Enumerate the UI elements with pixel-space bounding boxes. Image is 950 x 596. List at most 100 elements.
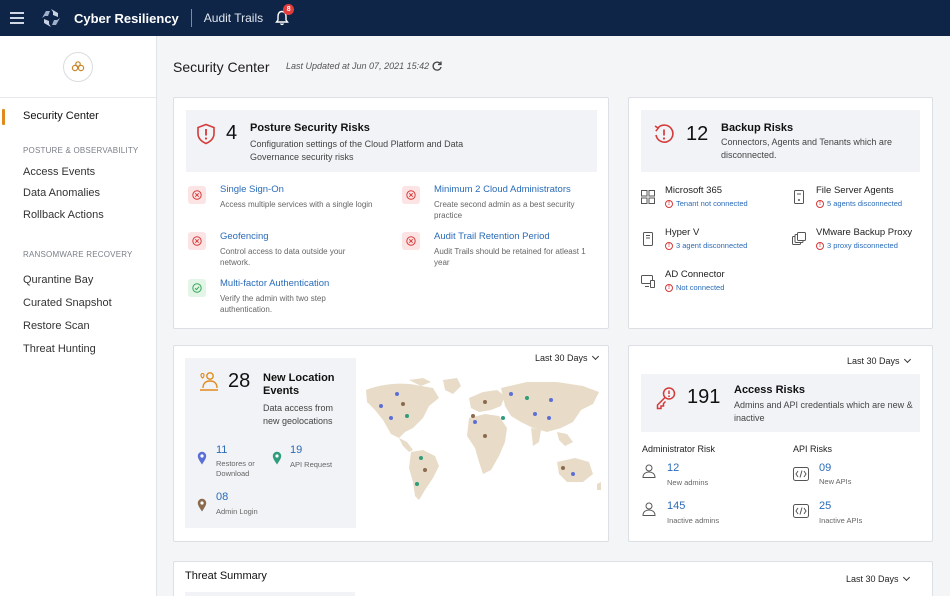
header-divider (190, 9, 192, 27)
posture-desc: Configuration settings of the Cloud Plat… (250, 139, 464, 162)
location-events-card: Last 30 Days 28 New Location Events Data… (173, 345, 609, 542)
new-apis-label: New APIs (819, 477, 852, 486)
inactive-apis-label: Inactive APIs (819, 516, 863, 525)
risk-min-admins-desc: Create second admin as a best security p… (434, 200, 575, 220)
risk-geofencing-desc: Control access to data outside your netw… (220, 247, 346, 267)
backup-title: Backup Risks (721, 122, 794, 134)
risk-retention-link[interactable]: Audit Trail Retention Period (434, 231, 550, 242)
backup-item-name: Hyper V (665, 227, 700, 238)
posture-title: Posture Security Risks (250, 122, 370, 134)
notification-bell[interactable]: 8 (275, 4, 295, 26)
access-range-dropdown[interactable]: Last 30 Days (847, 355, 911, 366)
sidebar-item-curated-snapshot[interactable]: Curated Snapshot (23, 297, 112, 309)
location-desc: Data access from new geolocations (263, 403, 334, 426)
range-label: Last 30 Days (847, 356, 900, 366)
backup-item-status[interactable]: ! 3 proxy disconnected (816, 241, 898, 250)
api-code-icon (793, 467, 809, 481)
access-count: 191 (687, 386, 721, 408)
new-admins-value[interactable]: 12 (667, 462, 680, 474)
refresh-icon[interactable] (431, 60, 443, 72)
status-text: Tenant not connected (676, 199, 748, 208)
threat-summary-panel (185, 592, 355, 596)
backup-item-status[interactable]: ! 3 agent disconnected (665, 241, 747, 250)
server-icon (794, 190, 804, 204)
threat-range-dropdown[interactable]: Last 30 Days (846, 573, 910, 584)
api-code-icon (793, 504, 809, 518)
sidebar-item-label: Security Center (23, 110, 99, 122)
active-indicator (2, 109, 5, 125)
brand-name[interactable]: Cyber Resiliency (74, 10, 179, 26)
fail-status-icon (402, 232, 420, 250)
admin-risk-heading: Administrator Risk (642, 444, 716, 454)
backup-item-status[interactable]: ! Tenant not connected (665, 199, 748, 208)
backup-item-status[interactable]: ! 5 agents disconnected (816, 199, 902, 208)
backup-item-status[interactable]: ! Not connected (665, 283, 724, 292)
backup-item-name: AD Connector (665, 269, 725, 280)
backup-desc: Connectors, Agents and Tenants which are… (721, 137, 892, 160)
risk-sso-link[interactable]: Single Sign-On (220, 184, 284, 195)
warning-icon: ! (816, 241, 824, 250)
map-pin-icon (272, 451, 282, 465)
range-label: Last 30 Days (846, 574, 899, 584)
backup-alert-icon (654, 124, 674, 143)
inactive-admins-label: Inactive admins (667, 516, 720, 525)
avatar[interactable] (63, 51, 93, 82)
chevron-down-icon (903, 355, 911, 364)
posture-risks-card: 4 Posture Security Risks Configuration s… (173, 97, 609, 329)
menu-icon[interactable] (10, 12, 24, 24)
chevron-down-icon (902, 573, 910, 582)
sidebar-item-security-center[interactable]: Security Center (0, 108, 157, 126)
sidebar-group-posture: POSTURE & OBSERVABILITY (23, 146, 139, 155)
key-alert-icon (656, 387, 676, 410)
sidebar-item-threat-hunting[interactable]: Threat Hunting (23, 343, 96, 355)
location-count: 28 (228, 370, 251, 392)
stat-admin-value[interactable]: 08 (216, 491, 229, 503)
stat-api-value[interactable]: 19 (290, 444, 303, 456)
location-range-dropdown[interactable]: Last 30 Days (535, 352, 599, 363)
app-icon (71, 60, 85, 71)
stat-api-label: API Request (290, 460, 333, 469)
sidebar-item-rollback-actions[interactable]: Rollback Actions (23, 209, 104, 221)
notification-badge: 8 (283, 4, 295, 15)
threat-summary-card: Threat Summary Last 30 Days (173, 561, 933, 596)
sidebar-item-data-anomalies[interactable]: Data Anomalies (23, 187, 101, 199)
stat-restores-label: Restores or Download (216, 459, 255, 478)
user-icon (642, 464, 656, 478)
location-title: New Location Events (263, 372, 335, 397)
new-apis-value[interactable]: 09 (819, 462, 832, 474)
map-pin-icon (197, 498, 207, 512)
stat-restores-value[interactable]: 11 (216, 444, 228, 456)
breadcrumb[interactable]: Audit Trails (203, 11, 264, 25)
backup-summary: 12 Backup Risks Connectors, Agents and T… (641, 110, 920, 172)
risk-sso-desc: Access multiple services with a single l… (220, 200, 373, 209)
page-title: Security Center (173, 59, 270, 75)
range-label: Last 30 Days (535, 353, 588, 363)
stat-admin-label: Admin Login (216, 507, 258, 516)
sidebar-item-access-events[interactable]: Access Events (23, 166, 96, 178)
risk-geofencing-link[interactable]: Geofencing (220, 231, 269, 242)
warning-icon: ! (665, 199, 673, 208)
access-title: Access Risks (734, 384, 805, 396)
connector-icon (641, 275, 655, 288)
location-person-icon (200, 372, 218, 391)
risk-min-admins-link[interactable]: Minimum 2 Cloud Administrators (434, 184, 571, 195)
posture-count: 4 (226, 122, 238, 144)
backup-item-name: VMware Backup Proxy (816, 227, 913, 238)
status-text: Not connected (676, 283, 725, 292)
user-icon (642, 502, 656, 516)
brand-logo-icon (42, 9, 60, 27)
inactive-admins-value[interactable]: 145 (667, 500, 686, 512)
map-pin-icon (197, 451, 207, 465)
world-map[interactable] (361, 376, 607, 506)
sidebar-item-quarantine-bay[interactable]: Qurantine Bay (23, 274, 94, 286)
top-bar: Cyber Resiliency Audit Trails 8 (0, 0, 950, 36)
hyperv-icon (643, 232, 653, 246)
grid-icon (641, 190, 655, 204)
vmware-icon (792, 232, 806, 245)
sidebar-group-ransomware: RANSOMWARE RECOVERY (23, 250, 133, 259)
risk-mfa-link[interactable]: Multi-factor Authentication (220, 278, 330, 289)
sidebar-item-restore-scan[interactable]: Restore Scan (23, 320, 90, 332)
inactive-apis-value[interactable]: 25 (819, 500, 832, 512)
risk-mfa-desc: Verify the admin with two step authentic… (220, 294, 326, 314)
status-text: 3 agent disconnected (676, 241, 748, 250)
